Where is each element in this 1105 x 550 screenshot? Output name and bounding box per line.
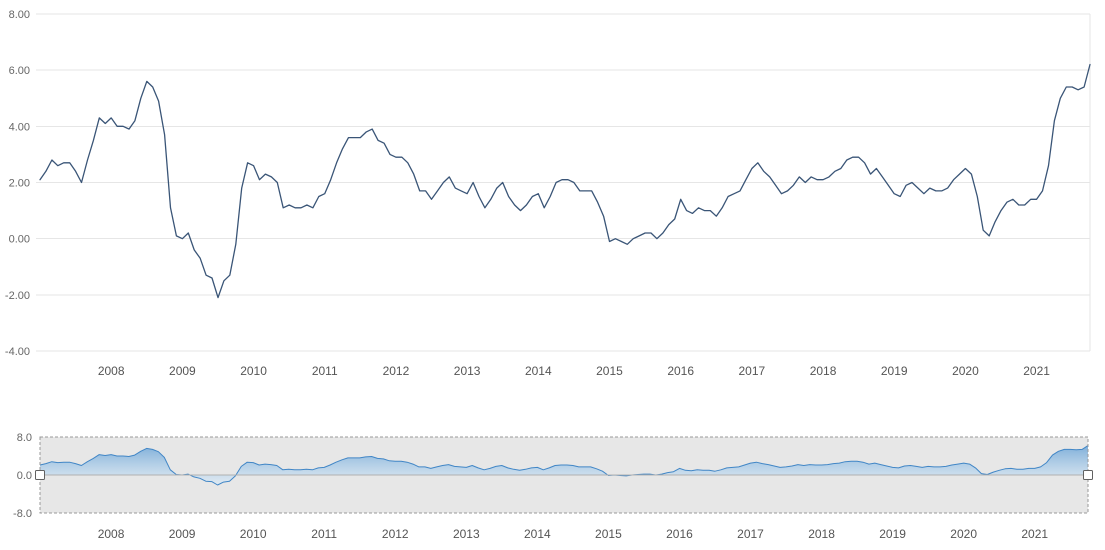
main-y-axis-label: -4.00 [5, 346, 30, 358]
navigator-handle-left[interactable] [35, 470, 45, 480]
main-y-axis-label: 4.00 [9, 121, 30, 133]
navigator-x-axis-label: 2008 [98, 527, 125, 541]
main-x-axis-label: 2013 [454, 364, 481, 378]
main-x-axis-label: 2021 [1023, 364, 1050, 378]
navigator-x-axis-label: 2010 [240, 527, 267, 541]
main-x-axis-label: 2020 [952, 364, 979, 378]
navigator-x-axis-label: 2009 [169, 527, 196, 541]
navigator-handle-right[interactable] [1083, 470, 1093, 480]
main-y-axis-label: -2.00 [5, 290, 30, 302]
navigator-x-axis-label: 2014 [524, 527, 551, 541]
navigator-x-axis-label: 2016 [666, 527, 693, 541]
main-y-axis-label: 2.00 [9, 178, 30, 190]
navigator-x-axis-label: 2012 [382, 527, 409, 541]
main-x-axis-label: 2017 [739, 364, 766, 378]
main-x-axis-label: 2011 [312, 364, 338, 378]
main-x-axis-label: 2015 [596, 364, 623, 378]
main-y-axis-label: 0.00 [9, 234, 30, 246]
main-x-axis-label: 2009 [169, 364, 196, 378]
main-y-axis-label: 6.00 [9, 65, 30, 77]
navigator-line [39, 445, 1089, 486]
navigator-y-axis-label: 0.0 [17, 470, 32, 482]
main-chart [36, 13, 1091, 352]
main-x-axis-label: 2008 [98, 364, 125, 378]
navigator-x-axis-label: 2020 [950, 527, 977, 541]
main-y-axis-label: 8.00 [9, 9, 30, 21]
navigator-y-axis-label: -8.0 [13, 508, 32, 520]
navigator-x-axis-label: 2021 [1021, 527, 1048, 541]
main-x-axis-label: 2018 [810, 364, 837, 378]
navigator-x-axis-label: 2013 [453, 527, 480, 541]
navigator-x-axis-label: 2019 [879, 527, 906, 541]
navigator-y-axis-label: 8.0 [17, 432, 32, 444]
navigator-x-axis-label: 2015 [595, 527, 622, 541]
main-x-axis-label: 2012 [383, 364, 410, 378]
navigator-x-axis-label: 2017 [737, 527, 764, 541]
main-x-axis-label: 2016 [667, 364, 694, 378]
main-x-axis-label: 2010 [240, 364, 267, 378]
main-x-axis-label: 2014 [525, 364, 552, 378]
navigator-x-axis-label: 2018 [808, 527, 835, 541]
main-x-axis-label: 2019 [881, 364, 908, 378]
series-line [39, 63, 1091, 299]
navigator-x-axis-label: 2011 [311, 527, 337, 541]
navigator[interactable] [35, 436, 1093, 514]
